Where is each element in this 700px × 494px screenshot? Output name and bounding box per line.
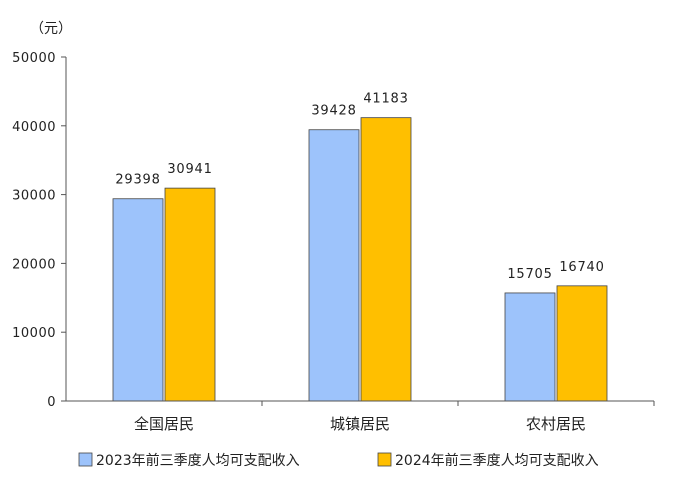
x-category-label: 农村居民 (526, 415, 586, 433)
y-tick-label: 0 (47, 395, 56, 410)
bars (112, 117, 608, 402)
y-tick-label: 20000 (12, 257, 56, 272)
unit-label: （元） (30, 21, 72, 37)
data-label: 30941 (167, 162, 212, 177)
data-label: 16740 (559, 260, 604, 275)
data-label: 15705 (507, 267, 552, 282)
data-label: 39428 (311, 104, 356, 119)
legend-swatch-2023 (78, 452, 93, 467)
bar-2023-2 (504, 292, 556, 402)
data-label: 29398 (115, 173, 160, 188)
bar-2024-1 (360, 117, 412, 402)
x-category-label: 城镇居民 (330, 415, 390, 433)
y-tick-label: 10000 (12, 326, 56, 341)
legend: 2023年前三季度人均可支配收入 2024年前三季度人均可支配收入 (78, 452, 599, 469)
legend-label-2024: 2024年前三季度人均可支配收入 (395, 452, 599, 469)
data-label: 41183 (363, 92, 408, 107)
y-tick-label: 30000 (12, 189, 56, 204)
legend-label-2023: 2023年前三季度人均可支配收入 (96, 452, 300, 469)
bar-2023-0 (112, 198, 164, 402)
bar-2024-0 (164, 187, 216, 402)
y-tick-label: 50000 (12, 51, 56, 66)
bar-2024-2 (556, 285, 608, 402)
data-labels: 29398 30941 39428 41183 15705 16740 (115, 92, 604, 282)
bar-2023-1 (308, 129, 360, 402)
x-category-label: 全国居民 (134, 415, 194, 433)
legend-swatch-2024 (377, 452, 392, 467)
y-tick-label: 40000 (12, 120, 56, 135)
y-axis: 0 10000 20000 30000 40000 50000 (12, 51, 67, 410)
x-axis: 全国居民 城镇居民 农村居民 (66, 400, 655, 433)
